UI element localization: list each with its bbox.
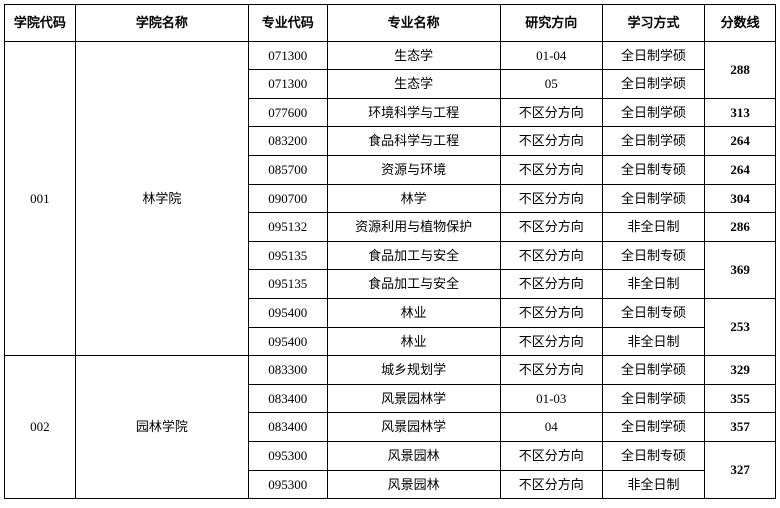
mode-cell: 全日制专硕 <box>602 155 704 184</box>
mode-cell: 全日制学硕 <box>602 384 704 413</box>
header-major-code: 专业代码 <box>248 5 327 42</box>
mode-cell: 全日制学硕 <box>602 70 704 99</box>
major-code-cell: 077600 <box>248 98 327 127</box>
mode-cell: 非全日制 <box>602 470 704 499</box>
direction-cell: 04 <box>500 413 602 442</box>
major-code-cell: 083200 <box>248 127 327 156</box>
direction-cell: 不区分方向 <box>500 298 602 327</box>
score-cell: 264 <box>705 127 776 156</box>
major-code-cell: 095400 <box>248 327 327 356</box>
mode-cell: 全日制学硕 <box>602 127 704 156</box>
score-cell: 327 <box>705 441 776 498</box>
major-name-cell: 林业 <box>327 298 500 327</box>
header-mode: 学习方式 <box>602 5 704 42</box>
direction-cell: 不区分方向 <box>500 470 602 499</box>
direction-cell: 不区分方向 <box>500 327 602 356</box>
major-code-cell: 071300 <box>248 41 327 70</box>
major-name-cell: 食品加工与安全 <box>327 241 500 270</box>
mode-cell: 非全日制 <box>602 327 704 356</box>
major-code-cell: 071300 <box>248 70 327 99</box>
direction-cell: 不区分方向 <box>500 441 602 470</box>
header-row: 学院代码 学院名称 专业代码 专业名称 研究方向 学习方式 分数线 <box>5 5 776 42</box>
score-cell: 357 <box>705 413 776 442</box>
direction-cell: 不区分方向 <box>500 127 602 156</box>
direction-cell: 不区分方向 <box>500 184 602 213</box>
direction-cell: 不区分方向 <box>500 98 602 127</box>
mode-cell: 全日制学硕 <box>602 41 704 70</box>
major-code-cell: 095135 <box>248 270 327 299</box>
direction-cell: 01-03 <box>500 384 602 413</box>
mode-cell: 全日制学硕 <box>602 184 704 213</box>
score-cell: 369 <box>705 241 776 298</box>
mode-cell: 全日制学硕 <box>602 413 704 442</box>
major-code-cell: 095135 <box>248 241 327 270</box>
major-name-cell: 资源与环境 <box>327 155 500 184</box>
header-college-name: 学院名称 <box>75 5 248 42</box>
college-name-cell: 园林学院 <box>75 356 248 499</box>
score-cell: 329 <box>705 356 776 385</box>
direction-cell: 不区分方向 <box>500 270 602 299</box>
score-cell: 304 <box>705 184 776 213</box>
mode-cell: 全日制专硕 <box>602 298 704 327</box>
college-code-cell: 002 <box>5 356 76 499</box>
header-major-name: 专业名称 <box>327 5 500 42</box>
major-code-cell: 083300 <box>248 356 327 385</box>
score-cell: 253 <box>705 298 776 355</box>
score-cell: 264 <box>705 155 776 184</box>
college-name-cell: 林学院 <box>75 41 248 356</box>
score-cell: 288 <box>705 41 776 98</box>
college-code-cell: 001 <box>5 41 76 356</box>
major-name-cell: 风景园林 <box>327 470 500 499</box>
major-code-cell: 083400 <box>248 384 327 413</box>
major-name-cell: 食品科学与工程 <box>327 127 500 156</box>
mode-cell: 全日制学硕 <box>602 356 704 385</box>
direction-cell: 不区分方向 <box>500 213 602 242</box>
table-row: 001林学院071300生态学01-04全日制学硕288 <box>5 41 776 70</box>
major-code-cell: 083400 <box>248 413 327 442</box>
score-cell: 286 <box>705 213 776 242</box>
major-name-cell: 林业 <box>327 327 500 356</box>
major-code-cell: 095400 <box>248 298 327 327</box>
major-name-cell: 食品加工与安全 <box>327 270 500 299</box>
major-code-cell: 095300 <box>248 470 327 499</box>
major-name-cell: 生态学 <box>327 41 500 70</box>
mode-cell: 非全日制 <box>602 270 704 299</box>
score-cell: 355 <box>705 384 776 413</box>
major-name-cell: 风景园林 <box>327 441 500 470</box>
major-name-cell: 林学 <box>327 184 500 213</box>
major-name-cell: 资源利用与植物保护 <box>327 213 500 242</box>
mode-cell: 全日制专硕 <box>602 441 704 470</box>
major-code-cell: 090700 <box>248 184 327 213</box>
table-row: 002园林学院083300城乡规划学不区分方向全日制学硕329 <box>5 356 776 385</box>
header-college-code: 学院代码 <box>5 5 76 42</box>
major-name-cell: 风景园林学 <box>327 384 500 413</box>
header-direction: 研究方向 <box>500 5 602 42</box>
direction-cell: 01-04 <box>500 41 602 70</box>
major-code-cell: 095300 <box>248 441 327 470</box>
direction-cell: 不区分方向 <box>500 241 602 270</box>
header-score: 分数线 <box>705 5 776 42</box>
direction-cell: 不区分方向 <box>500 356 602 385</box>
mode-cell: 非全日制 <box>602 213 704 242</box>
direction-cell: 05 <box>500 70 602 99</box>
table-body: 001林学院071300生态学01-04全日制学硕288071300生态学05全… <box>5 41 776 499</box>
major-name-cell: 生态学 <box>327 70 500 99</box>
major-code-cell: 085700 <box>248 155 327 184</box>
major-name-cell: 城乡规划学 <box>327 356 500 385</box>
mode-cell: 全日制专硕 <box>602 241 704 270</box>
direction-cell: 不区分方向 <box>500 155 602 184</box>
major-name-cell: 环境科学与工程 <box>327 98 500 127</box>
major-code-cell: 095132 <box>248 213 327 242</box>
score-cell: 313 <box>705 98 776 127</box>
major-name-cell: 风景园林学 <box>327 413 500 442</box>
admissions-score-table: 学院代码 学院名称 专业代码 专业名称 研究方向 学习方式 分数线 001林学院… <box>4 4 776 499</box>
mode-cell: 全日制学硕 <box>602 98 704 127</box>
